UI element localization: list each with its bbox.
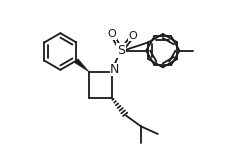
Text: O: O	[108, 29, 116, 39]
Text: N: N	[110, 63, 119, 76]
Text: O: O	[128, 31, 137, 41]
Polygon shape	[75, 59, 89, 72]
Text: S: S	[117, 44, 125, 57]
